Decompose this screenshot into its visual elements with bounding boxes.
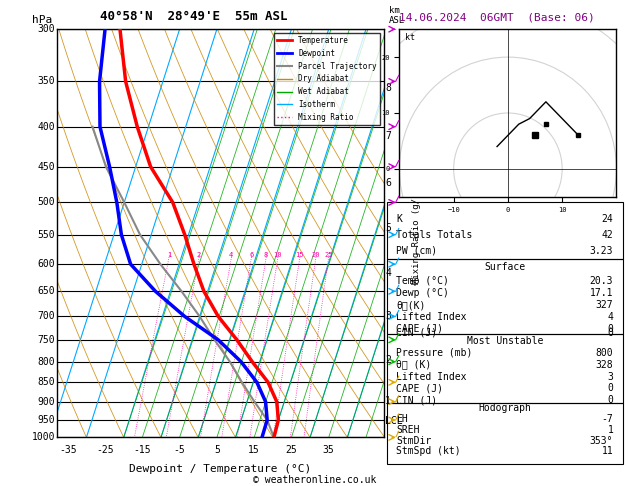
Text: 0: 0 xyxy=(608,324,613,334)
Text: Lifted Index: Lifted Index xyxy=(396,371,467,382)
Text: Hodograph: Hodograph xyxy=(478,403,532,413)
Text: -35: -35 xyxy=(59,445,77,455)
Text: CAPE (J): CAPE (J) xyxy=(396,383,443,394)
Text: 800: 800 xyxy=(37,357,55,367)
Legend: Temperature, Dewpoint, Parcel Trajectory, Dry Adiabat, Wet Adiabat, Isotherm, Mi: Temperature, Dewpoint, Parcel Trajectory… xyxy=(274,33,380,125)
Text: 700: 700 xyxy=(37,312,55,321)
Text: 850: 850 xyxy=(37,377,55,387)
Bar xyxy=(387,259,623,334)
Text: 10: 10 xyxy=(274,253,282,259)
Text: 4: 4 xyxy=(608,312,613,322)
Text: 8: 8 xyxy=(386,83,391,93)
Text: K: K xyxy=(396,214,402,224)
Text: EH: EH xyxy=(396,415,408,424)
Text: 6: 6 xyxy=(386,178,391,188)
Text: 750: 750 xyxy=(37,335,55,345)
Text: Surface: Surface xyxy=(484,261,525,272)
Text: 14.06.2024  06GMT  (Base: 06): 14.06.2024 06GMT (Base: 06) xyxy=(399,12,595,22)
Text: PW (cm): PW (cm) xyxy=(396,246,437,256)
Text: 1000: 1000 xyxy=(31,433,55,442)
Text: kt: kt xyxy=(405,34,415,42)
Text: 600: 600 xyxy=(37,259,55,269)
Text: CIN (J): CIN (J) xyxy=(396,395,437,405)
Text: 400: 400 xyxy=(37,122,55,132)
Text: 300: 300 xyxy=(37,24,55,34)
Text: -15: -15 xyxy=(133,445,151,455)
Text: 0: 0 xyxy=(608,395,613,405)
Text: 24: 24 xyxy=(601,214,613,224)
Text: θᴇ(K): θᴇ(K) xyxy=(396,300,426,310)
Text: 3: 3 xyxy=(386,312,391,321)
Text: 900: 900 xyxy=(37,397,55,407)
Text: 35: 35 xyxy=(323,445,335,455)
Text: Most Unstable: Most Unstable xyxy=(467,336,543,346)
Text: Mixing Ratio (g/kg): Mixing Ratio (g/kg) xyxy=(412,182,421,284)
Text: 3.23: 3.23 xyxy=(590,246,613,256)
Text: Dewpoint / Temperature (°C): Dewpoint / Temperature (°C) xyxy=(129,464,311,474)
Text: 800: 800 xyxy=(596,347,613,358)
Text: 17.1: 17.1 xyxy=(590,288,613,298)
Text: 650: 650 xyxy=(37,286,55,296)
Text: 450: 450 xyxy=(37,162,55,172)
Bar xyxy=(387,334,623,403)
Text: 353°: 353° xyxy=(590,435,613,446)
Text: 20: 20 xyxy=(311,253,320,259)
Bar xyxy=(387,202,623,259)
Text: CAPE (J): CAPE (J) xyxy=(396,324,443,334)
Bar xyxy=(387,403,623,464)
Text: 25: 25 xyxy=(286,445,298,455)
Text: 15: 15 xyxy=(248,445,260,455)
Text: 7: 7 xyxy=(386,131,391,141)
Text: hPa: hPa xyxy=(32,15,52,25)
Text: 20.3: 20.3 xyxy=(590,276,613,286)
Text: 8: 8 xyxy=(264,253,268,259)
Text: 4: 4 xyxy=(386,268,391,278)
Text: 2: 2 xyxy=(386,355,391,364)
Text: 1: 1 xyxy=(167,253,171,259)
Text: 42: 42 xyxy=(601,230,613,240)
Text: Dewp (°C): Dewp (°C) xyxy=(396,288,449,298)
Text: StmSpd (kt): StmSpd (kt) xyxy=(396,446,461,456)
Text: 15: 15 xyxy=(296,253,304,259)
Text: CIN (J): CIN (J) xyxy=(396,328,437,338)
Text: 550: 550 xyxy=(37,230,55,240)
Text: 500: 500 xyxy=(37,197,55,208)
Text: 11: 11 xyxy=(601,446,613,456)
Text: 6: 6 xyxy=(249,253,253,259)
Text: 4: 4 xyxy=(229,253,233,259)
Text: SREH: SREH xyxy=(396,425,420,435)
Text: 350: 350 xyxy=(37,76,55,87)
Text: 1: 1 xyxy=(386,396,391,406)
Text: StmDir: StmDir xyxy=(396,435,431,446)
Text: 2: 2 xyxy=(197,253,201,259)
Text: 25: 25 xyxy=(324,253,333,259)
Text: 5: 5 xyxy=(214,445,220,455)
Text: 0: 0 xyxy=(608,383,613,394)
Text: 3: 3 xyxy=(608,371,613,382)
Text: LCL: LCL xyxy=(386,416,403,426)
Text: 328: 328 xyxy=(596,360,613,369)
Text: -7: -7 xyxy=(601,415,613,424)
Text: 1: 1 xyxy=(608,425,613,435)
Text: Temp (°C): Temp (°C) xyxy=(396,276,449,286)
Text: Totals Totals: Totals Totals xyxy=(396,230,472,240)
Text: 950: 950 xyxy=(37,415,55,425)
Text: Lifted Index: Lifted Index xyxy=(396,312,467,322)
Text: 0: 0 xyxy=(608,328,613,338)
Text: km
ASL: km ASL xyxy=(389,6,404,25)
Text: © weatheronline.co.uk: © weatheronline.co.uk xyxy=(253,475,376,485)
Text: 327: 327 xyxy=(596,300,613,310)
Text: 40°58'N  28°49'E  55m ASL: 40°58'N 28°49'E 55m ASL xyxy=(100,10,287,23)
Text: 5: 5 xyxy=(386,224,391,233)
Text: -5: -5 xyxy=(174,445,186,455)
Text: -25: -25 xyxy=(96,445,114,455)
Text: θᴇ (K): θᴇ (K) xyxy=(396,360,431,369)
Text: Pressure (mb): Pressure (mb) xyxy=(396,347,472,358)
